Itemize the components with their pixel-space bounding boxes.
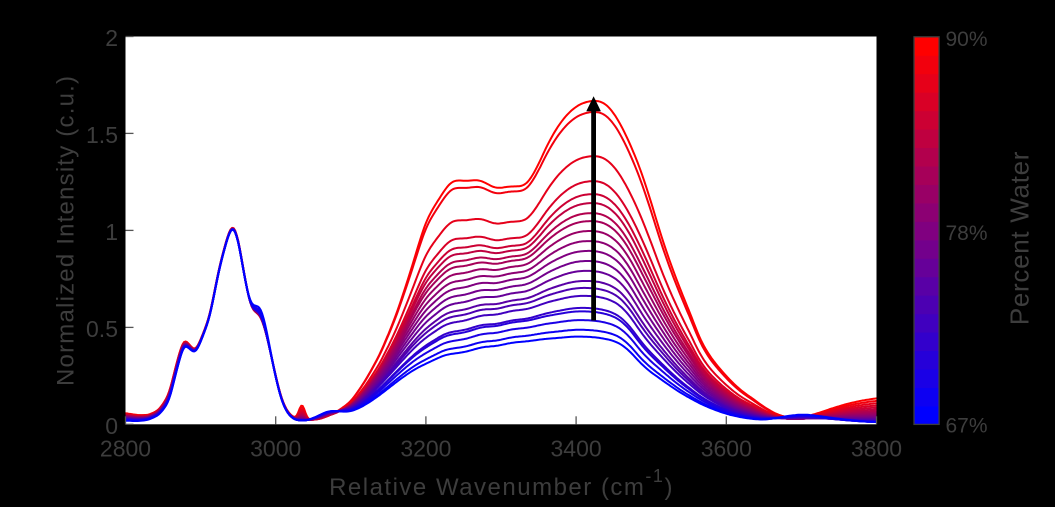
svg-text:3200: 3200 (400, 436, 451, 462)
svg-text:3600: 3600 (701, 436, 752, 462)
svg-text:3400: 3400 (551, 436, 602, 462)
svg-text:2: 2 (105, 25, 118, 51)
svg-text:90%: 90% (946, 28, 988, 51)
svg-text:2800: 2800 (100, 436, 151, 462)
svg-text:Percent Water: Percent Water (1005, 151, 1035, 325)
svg-text:1: 1 (105, 219, 118, 245)
svg-text:78%: 78% (946, 222, 988, 245)
svg-text:0: 0 (105, 413, 118, 439)
svg-text:0.5: 0.5 (86, 316, 118, 342)
svg-text:Normalized Intensity (c.u.): Normalized Intensity (c.u.) (53, 75, 80, 386)
svg-text:67%: 67% (946, 414, 988, 437)
svg-text:3000: 3000 (250, 436, 301, 462)
svg-text:1.5: 1.5 (86, 122, 118, 148)
svg-text:3800: 3800 (851, 436, 902, 462)
